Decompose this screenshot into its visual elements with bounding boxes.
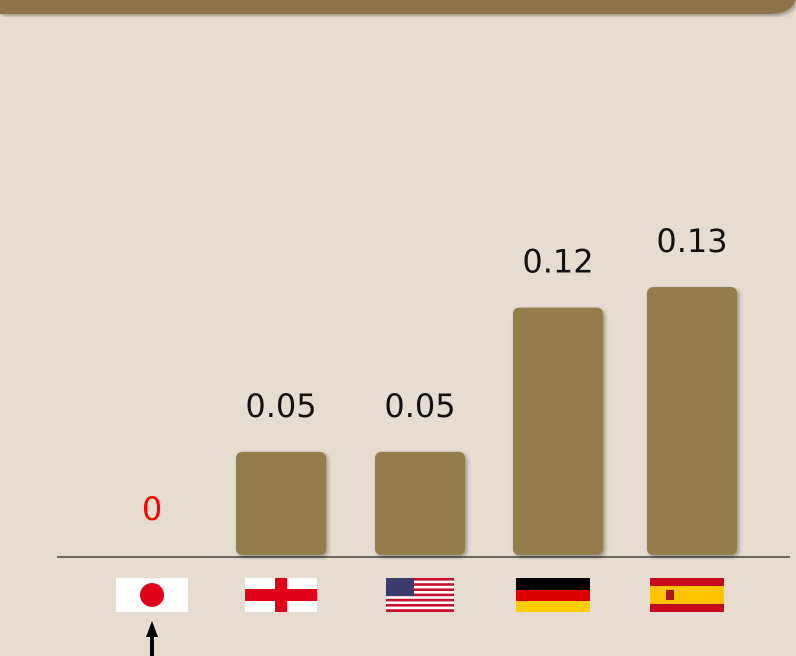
selection-arrow: [146, 621, 158, 656]
value-label: 0.12: [522, 243, 593, 281]
flag-england: [245, 578, 317, 612]
value-label: 0.13: [656, 222, 727, 260]
value-label: 0.05: [384, 387, 455, 425]
value-label: 0.05: [245, 387, 316, 425]
flag-spain: [650, 578, 724, 612]
bar: [375, 451, 465, 555]
bar: [647, 287, 737, 555]
bar: [236, 451, 326, 555]
flag-japan: [116, 578, 188, 612]
flag-germany: [516, 578, 590, 612]
flag-usa: [386, 578, 454, 612]
bar: [513, 307, 603, 555]
value-label: 0: [142, 490, 162, 528]
header-strip: [0, 0, 796, 14]
